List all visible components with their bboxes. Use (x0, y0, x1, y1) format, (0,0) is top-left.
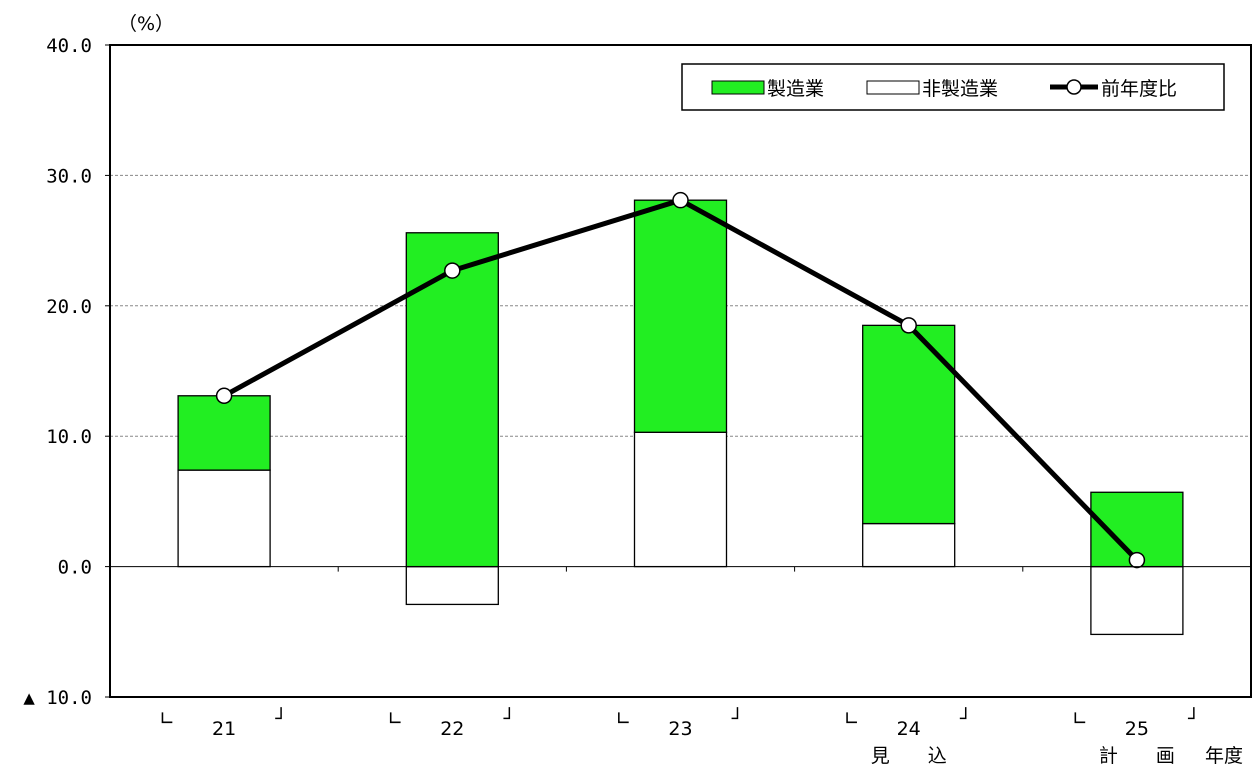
bar-manufacturing (633, 199, 728, 433)
yoy-point (672, 191, 689, 209)
y-tick-label: 30.0 (46, 165, 92, 187)
x-bracket-left: ∟ (387, 708, 403, 730)
yoy-point (900, 317, 917, 334)
y-tick-label: 40.0 (46, 35, 92, 57)
y-tick-label: 10.0 (46, 426, 92, 448)
x-axis-suffix: 年度 (1205, 745, 1243, 767)
x-bracket-right: ┘ (503, 706, 515, 730)
plot-frame (109, 44, 1252, 698)
x-sublabel: 計 画 (1099, 745, 1175, 767)
legend-label-yoy: 前年度比 (1101, 78, 1177, 100)
legend-box (681, 63, 1225, 111)
yoy-point (444, 262, 461, 279)
legend-swatch-nonmanufacturing (866, 80, 920, 95)
yoy-point (1128, 551, 1146, 569)
x-tick-label: 23 (668, 718, 692, 740)
x-tick-label: 25 (1125, 718, 1149, 740)
bar-nonmanufacturing (862, 522, 956, 568)
x-sublabel: 見 込 (871, 745, 947, 767)
x-bracket-right: ┘ (274, 706, 286, 730)
y-tick-label: 20.0 (46, 296, 92, 318)
y-tick-label: 0.0 (58, 557, 92, 579)
x-tick-label: 24 (897, 718, 921, 740)
bar-manufacturing (177, 395, 271, 471)
x-tick-labels: ∟ 21 ┘ ∟ 22 ┘ ∟ 23 ┘ ∟ 24 ┘ 見 込 ∟ 25 ┘ 計 画 (159, 706, 1199, 767)
bar-nonmanufacturing (405, 565, 499, 606)
bars (177, 199, 1184, 636)
legend-marker-yoy (1066, 79, 1082, 95)
x-bracket-left: ∟ (1072, 708, 1088, 730)
axes (105, 44, 1252, 698)
bar-nonmanufacturing (633, 431, 728, 568)
bar-nonmanufacturing (177, 469, 271, 568)
bar-manufacturing (405, 232, 499, 568)
x-tick-label: 22 (440, 718, 464, 740)
legend-label-nonmanufacturing: 非製造業 (922, 78, 998, 100)
x-bracket-right: ┘ (1187, 706, 1199, 730)
x-tick-label: 21 (212, 718, 236, 740)
yoy-point (215, 387, 233, 405)
yoy-line (215, 191, 1146, 569)
x-bracket-left: ∟ (159, 708, 175, 730)
legend-swatch-manufacturing (711, 80, 765, 95)
y-tick-labels: 40.0 30.0 20.0 10.0 0.0 ▲ 10.0 (23, 35, 92, 709)
legend-label-manufacturing: 製造業 (767, 78, 824, 100)
y-tick-label: ▲ 10.0 (23, 687, 92, 709)
legend: 製造業 非製造業 前年度比 (681, 63, 1225, 111)
x-bracket-right: ┘ (731, 706, 743, 730)
x-bracket-left: ∟ (844, 708, 860, 730)
x-bracket-right: ┘ (959, 706, 971, 730)
unit-label: （%） (118, 13, 174, 35)
x-bracket-left: ∟ (616, 708, 632, 730)
bar-nonmanufacturing (1090, 565, 1184, 636)
